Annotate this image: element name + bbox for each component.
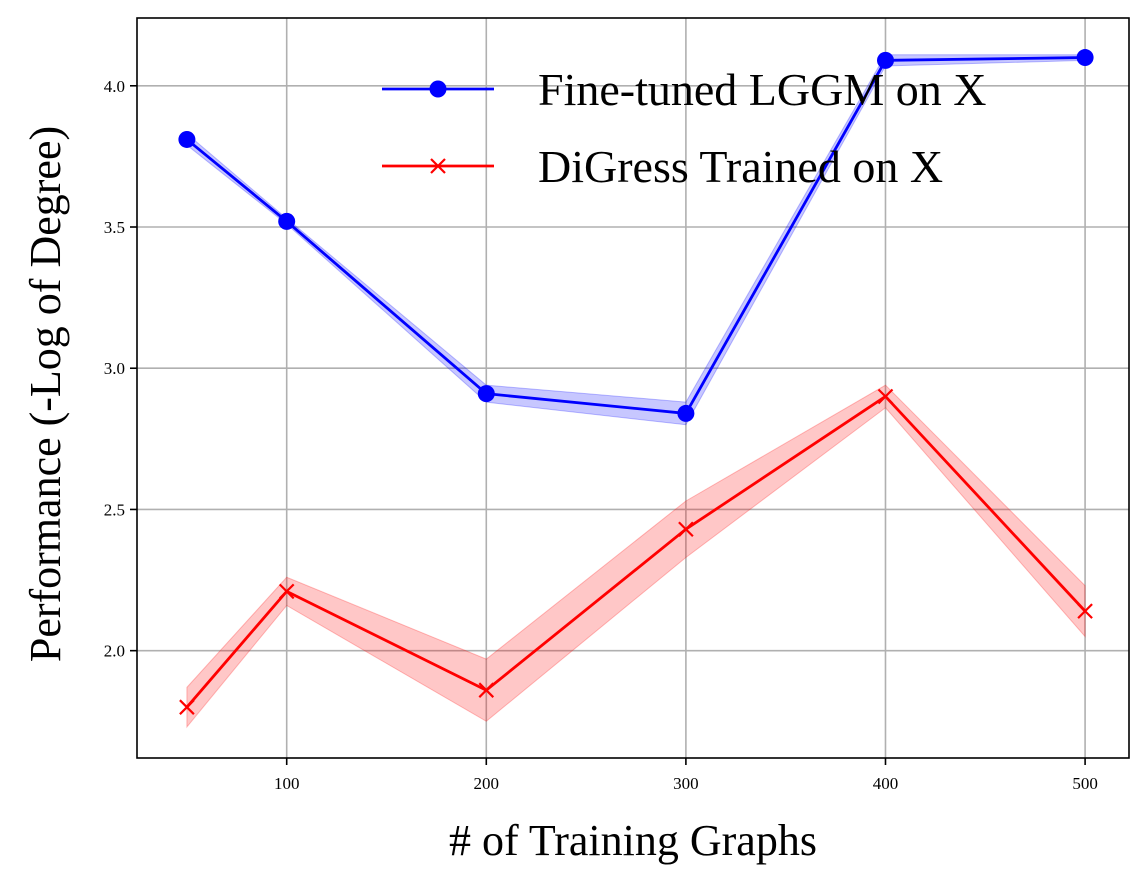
x-tick-label: 200 (474, 774, 500, 793)
y-tick-label: 4.0 (104, 77, 125, 96)
data-point-x (877, 388, 894, 405)
data-point-x-stroke (1077, 603, 1093, 619)
data-point-x (278, 583, 295, 600)
data-point-x-stroke (478, 682, 495, 698)
data-point-circle (178, 130, 196, 148)
y-tick-label: 3.0 (104, 359, 125, 378)
data-point-x-stroke (678, 521, 694, 537)
data-point-circle (1076, 49, 1094, 67)
legend-marker-digress (430, 158, 446, 174)
x-axis-ticks: 100 200 300 400 500 (274, 758, 1098, 793)
legend-x-stroke (430, 158, 446, 174)
data-point-circle (677, 404, 695, 422)
data-point-x-stroke (877, 388, 894, 405)
x-axis-label: # of Training Graphs (449, 816, 817, 865)
legend-label-fine-tuned-lggm: Fine-tuned LGGM on X (538, 64, 986, 115)
x-tick-label: 400 (873, 774, 899, 793)
x-tick-label: 300 (673, 774, 699, 793)
data-point-x (678, 521, 694, 537)
x-tick-label: 100 (274, 774, 300, 793)
data-point-x (1077, 603, 1093, 619)
data-point-circle (278, 212, 296, 230)
data-point-x (478, 682, 495, 698)
series-line-1 (185, 395, 1087, 709)
data-point-circle (477, 385, 495, 403)
y-tick-label: 2.0 (104, 642, 125, 661)
series-markers (178, 49, 1094, 715)
plot-frame (136, 17, 1130, 759)
legend-marker-fine-tuned-lggm (429, 80, 447, 98)
legend-label-digress: DiGress Trained on X (538, 141, 943, 192)
series-line-0 (186, 56, 1086, 415)
confidence-band-1 (186, 384, 1086, 729)
data-point-x-stroke (278, 583, 295, 600)
series-lines (185, 56, 1087, 709)
y-axis-label: Performance (-Log of Degree) (21, 126, 70, 662)
data-point-x (179, 699, 195, 715)
legend: Fine-tuned LGGM on X DiGress Trained on … (382, 64, 986, 192)
data-point-circle (876, 51, 894, 69)
y-tick-label: 3.5 (104, 218, 125, 237)
grid-lines (137, 18, 1129, 758)
x-tick-label: 500 (1072, 774, 1098, 793)
data-point-x-stroke (179, 699, 195, 715)
y-axis-ticks: 2.0 2.5 3.0 3.5 4.0 (104, 77, 137, 661)
y-tick-label: 2.5 (104, 500, 125, 519)
